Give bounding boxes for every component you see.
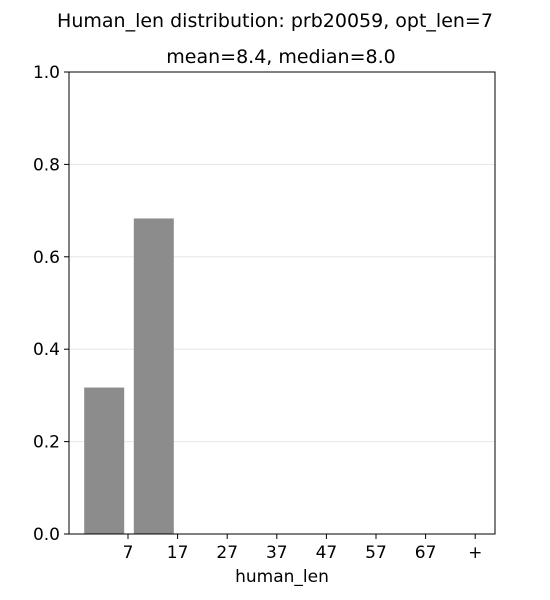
y-tick-label: 0.4 [33,340,60,360]
y-tick-label: 0.0 [33,525,60,545]
chart-subtitle: mean=8.4, median=8.0 [166,46,395,68]
x-tick-label: 7 [123,543,134,563]
y-tick-label: 0.6 [33,248,60,268]
grid-layer [69,163,495,443]
x-tick-label: 57 [365,543,387,563]
y-tick-label: 0.2 [33,433,60,453]
y-tick-label: 0.8 [33,155,60,175]
x-tick-label: 47 [316,543,338,563]
x-tick-label: 17 [167,543,189,563]
x-tick-label: 27 [216,543,238,563]
bar [84,387,125,534]
plot-frame [68,71,496,535]
y-tick-label: 1.0 [33,63,60,83]
x-tick-label: + [468,543,482,563]
chart-title: Human_len distribution: prb20059, opt_le… [57,10,493,32]
bar [133,218,174,535]
y-axis: 0.0 0.2 0.4 0.6 0.8 1.0 [33,63,69,545]
x-axis-label: human_len [235,567,329,587]
x-tick-label: 67 [415,543,437,563]
bar-layer [84,218,174,535]
x-axis: 7 17 27 37 47 57 67 + [123,534,482,563]
x-tick-label: 37 [266,543,288,563]
